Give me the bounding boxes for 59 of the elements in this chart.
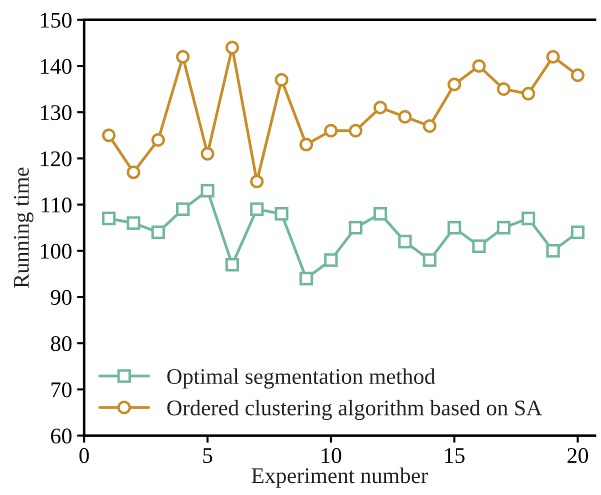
point [422, 253, 436, 267]
point [570, 68, 585, 82]
y-tick-label: 120 [40, 151, 72, 166]
y-tick-label: 60 [51, 428, 72, 444]
y-axis-title: Running time [14, 168, 34, 288]
point [225, 258, 240, 272]
legend-label: Ordered clustering algorithm based on SA [167, 400, 542, 420]
point [200, 184, 214, 198]
point [373, 207, 388, 221]
y-tick-label: 80 [50, 336, 72, 352]
point [472, 59, 486, 73]
point [126, 165, 140, 180]
x-tick-label: 0 [79, 448, 89, 464]
y-tick-label: 100 [40, 244, 72, 259]
point [522, 86, 536, 101]
point [274, 73, 288, 87]
point [176, 50, 190, 64]
point [522, 212, 536, 226]
point [250, 174, 264, 188]
point [348, 220, 362, 235]
point [151, 133, 165, 147]
y-tick-label: 140 [40, 58, 72, 74]
point [546, 244, 560, 258]
point [225, 40, 240, 54]
point [324, 124, 338, 138]
x-tick-label: 5 [203, 448, 212, 464]
point [102, 212, 116, 226]
point [496, 82, 510, 96]
point [373, 100, 388, 114]
point [102, 128, 116, 142]
y-tick-label: 90 [50, 290, 72, 305]
y-tick-label: 130 [40, 105, 72, 120]
y-tick-label: 110 [42, 198, 72, 213]
y-tick-label: 150 [40, 12, 72, 28]
point [546, 50, 560, 64]
x-tick-label: 15 [445, 448, 465, 464]
point [126, 216, 140, 230]
point [448, 78, 462, 92]
legend-label: Optimal segmentation method [167, 368, 436, 389]
point [200, 146, 214, 161]
point [448, 220, 462, 235]
point [250, 202, 264, 216]
point [398, 234, 412, 248]
x-tick-label: 10 [322, 448, 342, 464]
point [496, 220, 510, 235]
point [398, 110, 412, 124]
x-tick-label: 20 [568, 448, 588, 464]
point [151, 226, 165, 240]
point [176, 202, 190, 216]
y-tick-label: 70 [52, 382, 72, 398]
point [299, 272, 314, 286]
point [274, 207, 288, 221]
point [422, 119, 436, 133]
point [348, 124, 362, 138]
x-axis-title: Experiment number [252, 468, 428, 488]
point [299, 138, 314, 152]
point [472, 239, 486, 253]
point [570, 226, 585, 240]
point [324, 253, 338, 267]
